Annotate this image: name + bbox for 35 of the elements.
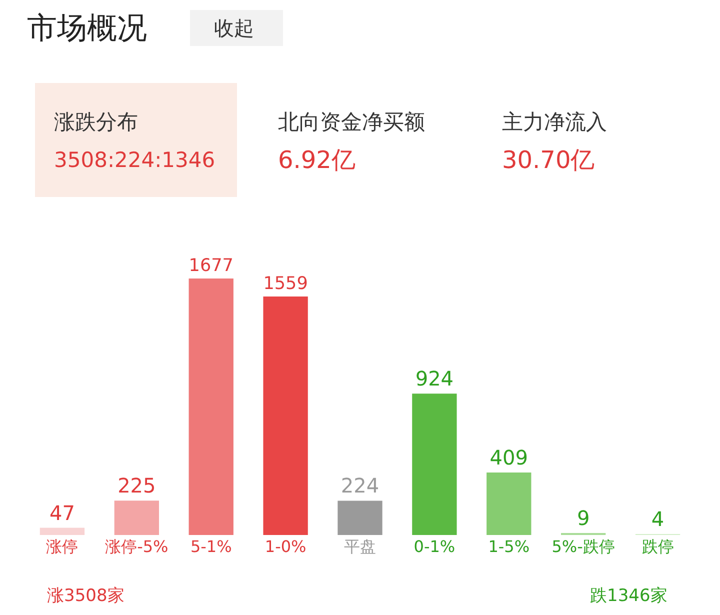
x-tick-label: 平盘 [344,537,376,556]
x-tick-label: 5%-跌停 [552,537,615,556]
chart-title: 市场概况 [27,11,147,46]
x-tick-label: 1-5% [488,537,530,556]
data-label: 4 [651,507,664,531]
bar [40,528,85,535]
data-label: 1677 [188,256,234,276]
text: 30.70亿 [502,146,595,174]
text: 北向资金净买额 [278,110,425,134]
text: 主力净流入 [502,110,607,134]
x-tick-label: 5-1% [190,537,232,556]
data-label: 409 [490,445,528,470]
x-tick-label: 涨停-5% [105,537,168,556]
x-tick-label: 涨停 [46,537,78,556]
data-label: 924 [415,366,454,391]
x-tick-label: 0-1% [414,537,456,556]
bar [338,500,382,535]
data-label: 47 [50,500,75,525]
data-label: 1559 [263,274,308,294]
data-label: 224 [340,474,380,498]
bar [263,296,308,535]
text: 涨跌分布 [54,110,138,134]
x-tick-label: 1-0% [264,537,306,556]
data-label: 9 [576,506,590,530]
text: 6.92亿 [278,146,356,174]
x-tick-label: 跌停 [642,537,674,556]
text: 3508:224:1346 [54,148,216,172]
bar [114,500,159,535]
bar [188,278,234,535]
data-label: 225 [118,474,156,498]
text: 涨3508家 [47,586,124,606]
bar [412,394,457,535]
text: 收起 [214,16,254,40]
text: 跌1346家 [590,586,668,606]
bar [486,472,532,535]
